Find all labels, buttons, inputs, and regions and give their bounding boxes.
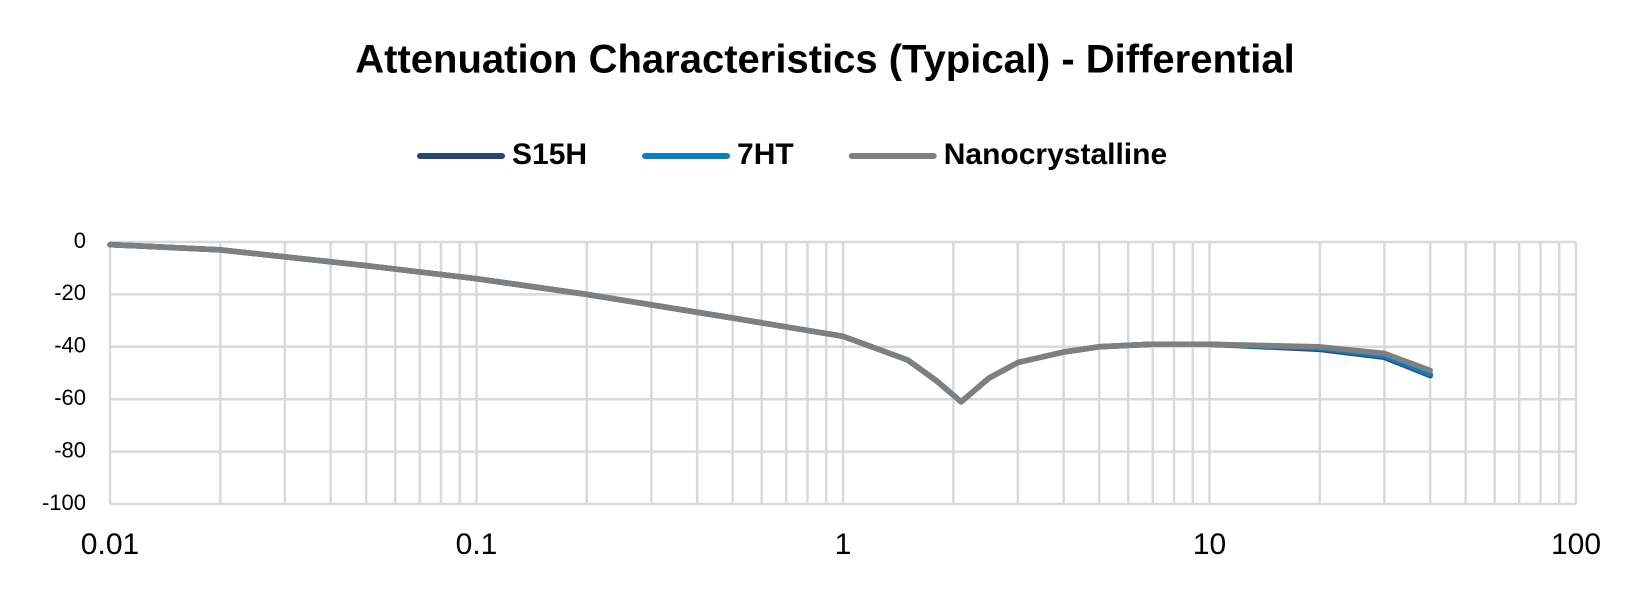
x-tick-label: 100 (1551, 528, 1601, 561)
x-tick-label: 0.1 (456, 528, 498, 561)
y-tick-label: -100 (42, 490, 86, 515)
y-tick-label: -80 (54, 437, 86, 462)
y-tick-label: -60 (54, 385, 86, 410)
x-tick-label: 0.01 (81, 528, 139, 561)
y-tick-label: -40 (54, 333, 86, 358)
legend-label: 7HT (737, 138, 794, 171)
legend-label: Nanocrystalline (944, 138, 1167, 171)
legend-label: S15H (512, 138, 587, 171)
series-line (107, 241, 1433, 405)
chart-title: Attenuation Characteristics (Typical) - … (355, 38, 1294, 82)
y-tick-label: -20 (54, 280, 86, 305)
x-tick-label: 10 (1193, 528, 1226, 561)
x-tick-label: 1 (835, 528, 852, 561)
y-tick-label: 0 (74, 228, 86, 253)
